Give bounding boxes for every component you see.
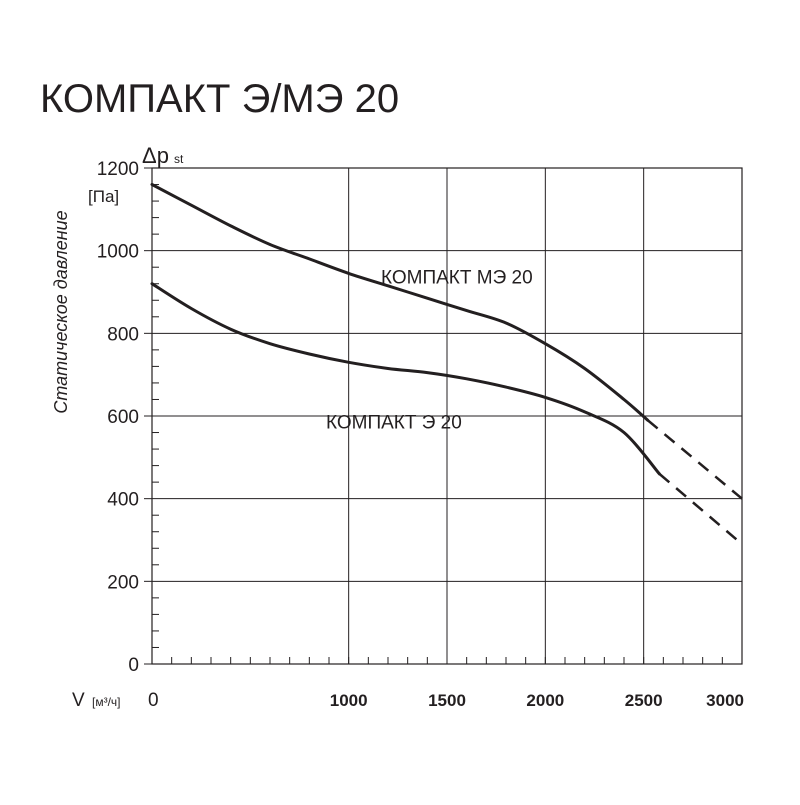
page-title: КОМПАКТ Э/МЭ 20 [40, 77, 399, 121]
x-tick-label: 1000 [330, 691, 368, 710]
axis-layer: 0 200 400 600 800 1000 1200 0 1000 1500 2000 2500 30… [51, 143, 744, 711]
y-tick-label: 600 [107, 407, 139, 428]
y-tick-label: 200 [107, 572, 139, 593]
series-line-2 [150, 282, 661, 476]
y-axis-symbol-subscript: st [174, 152, 184, 166]
x-tick-label: 2500 [625, 691, 663, 710]
y-tick-label: 800 [107, 324, 139, 345]
series-extrapolation-2 [658, 472, 743, 546]
y-axis-unit: [Па] [88, 187, 119, 206]
y-tick-label: 1000 [97, 242, 139, 263]
y-tick-label: 400 [107, 490, 139, 511]
y-tick-label: 0 [128, 655, 139, 676]
series-label-2: КОМПАКТ Э 20 [326, 412, 462, 433]
x-tick-label: 0 [148, 690, 159, 711]
x-tick-label: 3000 [706, 691, 744, 710]
series-line-1 [150, 183, 650, 422]
series-label-1: КОМПАКТ МЭ 20 [381, 268, 533, 289]
x-axis-symbol: V [72, 690, 85, 711]
x-axis-unit: [м³/ч] [92, 695, 121, 709]
y-axis-label: Статическое давление [51, 210, 71, 413]
series-extrapolation-1 [646, 419, 743, 500]
y-axis-symbol: Δp [142, 143, 169, 168]
x-tick-label: 1500 [428, 691, 466, 710]
series-layer: КОМПАКТ МЭ 20 КОМПАКТ Э 20 [150, 183, 743, 546]
x-tick-label: 2000 [526, 691, 564, 710]
y-tick-label: 1200 [97, 159, 139, 180]
